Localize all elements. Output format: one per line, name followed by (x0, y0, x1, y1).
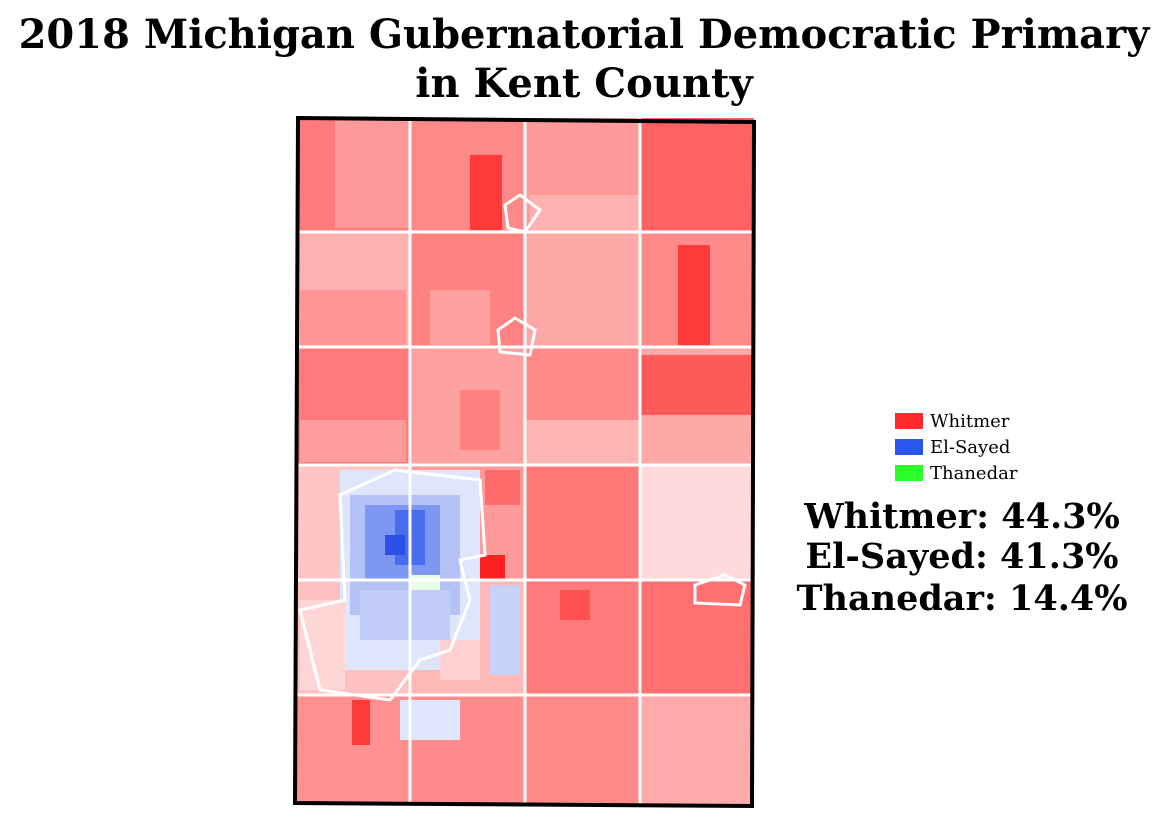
result: El-Sayed: 41.3% (805, 536, 1118, 577)
title-line: 2018 Michigan Gubernatorial Democratic P… (19, 11, 1152, 58)
legend-swatch (895, 439, 923, 455)
legend-label: Thanedar (930, 463, 1018, 484)
legend-swatch (895, 413, 923, 429)
map (292, 115, 757, 809)
legend: Whitmer El-Sayed Thanedar (895, 411, 1018, 484)
legend-label: El-Sayed (930, 437, 1010, 458)
result: Whitmer: 44.3% (803, 496, 1120, 537)
title-line: in Kent County (415, 60, 754, 107)
legend-swatch (895, 465, 923, 481)
result: Thanedar: 14.4% (796, 578, 1127, 619)
legend-label: Whitmer (930, 411, 1010, 432)
